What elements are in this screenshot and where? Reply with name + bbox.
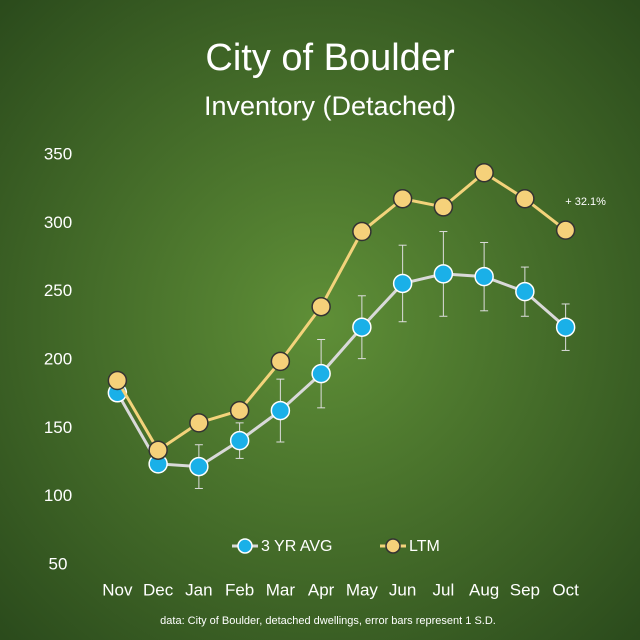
legend-marker: [385, 538, 401, 554]
legend-label: 3 YR AVG: [261, 538, 332, 555]
point: [148, 440, 168, 460]
point: [515, 188, 535, 209]
legend-label: LTM: [409, 538, 440, 555]
y-tick-label: 100: [44, 486, 72, 505]
point: [229, 400, 250, 421]
x-tick-label: Mar: [266, 580, 296, 599]
legend-marker: [237, 538, 253, 554]
x-tick-label: Aug: [469, 580, 499, 599]
point: [107, 370, 128, 391]
point: [311, 363, 331, 384]
point: [189, 413, 209, 433]
annotation: + 32.1%: [565, 196, 606, 208]
chart-subtitle: Inventory (Detached): [204, 91, 456, 121]
point: [229, 430, 250, 451]
x-tick-label: Apr: [308, 580, 335, 599]
x-tick-label: Sep: [510, 580, 540, 599]
y-tick-label: 350: [44, 144, 72, 163]
point: [433, 264, 454, 284]
point: [392, 273, 413, 294]
y-tick-label: 50: [49, 554, 68, 573]
y-tick-label: 300: [44, 213, 72, 232]
point: [352, 317, 372, 337]
point: [352, 221, 372, 242]
footnote: data: City of Boulder, detached dwelling…: [160, 615, 496, 627]
x-tick-label: Oct: [552, 580, 579, 599]
point: [270, 400, 291, 421]
point: [433, 197, 454, 217]
x-tick-label: Jan: [185, 580, 212, 599]
point: [555, 220, 576, 240]
y-tick-label: 200: [44, 349, 72, 368]
point: [270, 351, 291, 372]
point: [392, 188, 413, 209]
point: [555, 317, 576, 337]
point: [189, 456, 209, 477]
point: [311, 296, 331, 317]
x-tick-label: Feb: [225, 580, 254, 599]
point: [474, 163, 494, 183]
x-tick-label: Nov: [102, 580, 133, 599]
chart-title: City of Boulder: [205, 37, 455, 79]
x-tick-label: Jun: [389, 580, 416, 599]
x-tick-label: Dec: [143, 580, 174, 599]
x-tick-label: Jul: [433, 580, 455, 599]
y-tick-label: 250: [44, 281, 72, 300]
point: [515, 281, 535, 302]
point: [474, 266, 494, 287]
x-tick-label: May: [346, 580, 379, 599]
y-tick-label: 150: [44, 418, 72, 437]
